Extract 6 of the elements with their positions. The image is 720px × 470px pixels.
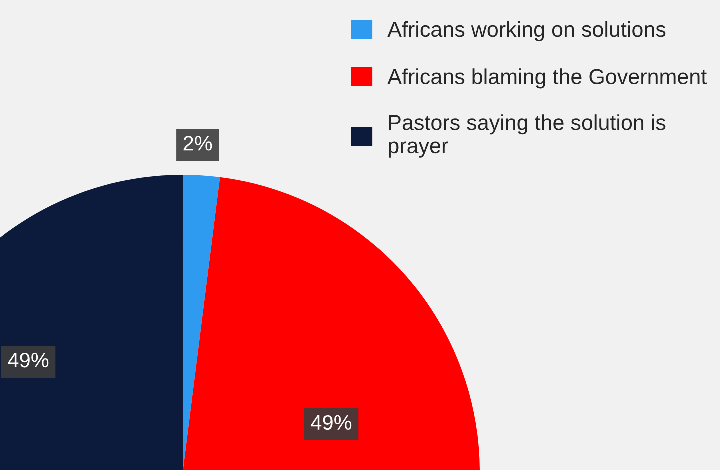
data-label: 2% xyxy=(184,136,212,151)
legend-label: Africans blaming the Government xyxy=(388,68,707,89)
data-label: 49% xyxy=(311,415,352,430)
legend-label: Pastors saying the solution is prayer xyxy=(389,114,666,158)
legend-label: Africans working on solutions xyxy=(388,21,666,42)
data-label: 49% xyxy=(8,352,49,368)
